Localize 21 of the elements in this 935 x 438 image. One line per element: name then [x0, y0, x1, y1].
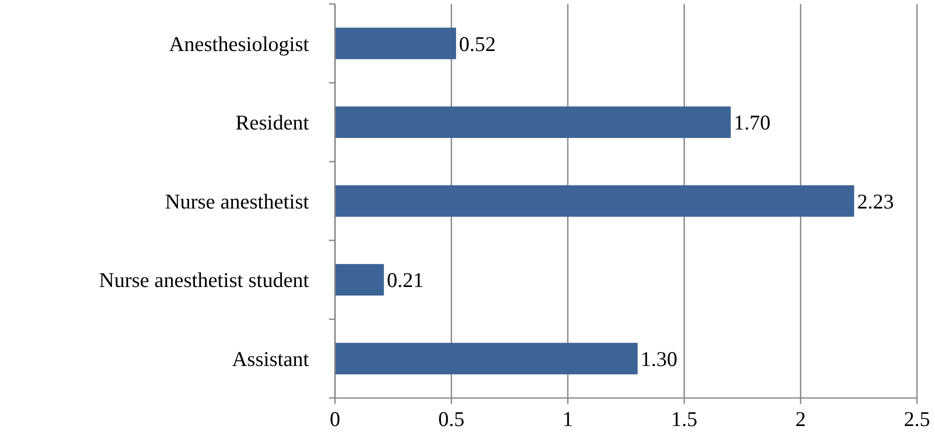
- data-label: 0.52: [459, 32, 496, 56]
- x-tick-label: 2.5: [904, 407, 930, 431]
- data-label: 2.23: [857, 189, 894, 214]
- bar: [335, 185, 854, 217]
- y-tick-label: Resident: [236, 110, 310, 135]
- y-tick-label: Nurse anesthetist: [164, 189, 310, 214]
- y-tick-label: Anesthesiologist: [169, 32, 310, 56]
- y-tick-label: Assistant: [232, 346, 310, 371]
- bar: [335, 264, 384, 296]
- x-tick-label: 2: [795, 407, 806, 431]
- y-tick-label: Nurse anesthetist student: [99, 268, 310, 292]
- data-label: 0.21: [386, 268, 424, 292]
- bar: [335, 342, 638, 374]
- data-label: 1.30: [640, 346, 678, 371]
- bar: [335, 28, 456, 60]
- bar: [335, 106, 731, 138]
- x-tick-label: 1.5: [671, 407, 698, 431]
- x-tick-label: 0: [330, 407, 340, 431]
- x-tick-label: 0.5: [438, 407, 465, 431]
- data-label: 1.70: [734, 110, 771, 135]
- x-tick-label: 1: [562, 407, 574, 431]
